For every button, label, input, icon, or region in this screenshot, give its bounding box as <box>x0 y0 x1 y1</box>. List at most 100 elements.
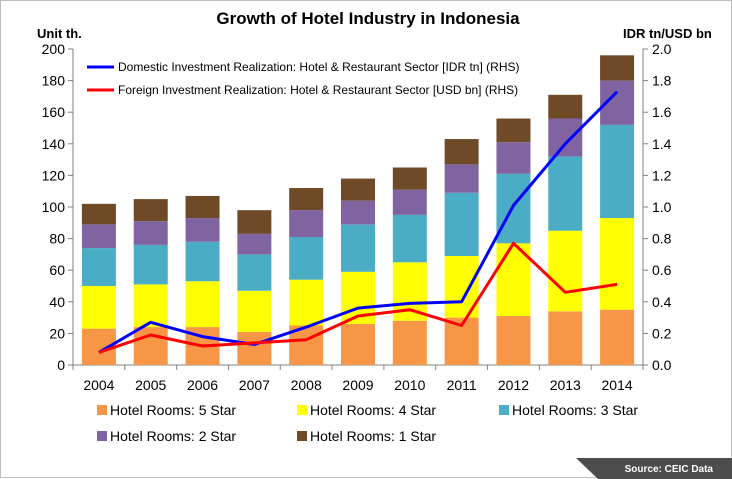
bar-segment <box>237 331 272 365</box>
left-tick-label: 200 <box>42 41 66 57</box>
bar-segment <box>185 241 220 282</box>
bar-segment <box>341 224 375 272</box>
bar-segment <box>600 218 635 310</box>
right-tick-label: 1.8 <box>652 73 672 89</box>
chart-title: Growth of Hotel Industry in Indonesia <box>216 9 520 28</box>
legend-line-label: Foreign Investment Realization: Hotel & … <box>118 83 518 97</box>
bar-segment <box>600 309 635 365</box>
plot-area: 0 20 40 60 80 100 120 140 160 180 200 0.0 0.2 0.4 0.6 0… <box>42 41 672 393</box>
bar-segment <box>496 142 531 174</box>
bar-segment <box>341 323 375 365</box>
bar-segment <box>185 281 220 328</box>
left-tick-label: 60 <box>49 262 65 278</box>
bar-segment <box>237 233 272 255</box>
bar-segment <box>133 221 168 245</box>
source-label: Source: CEIC Data <box>625 464 714 475</box>
x-tick-label: 2011 <box>447 377 477 393</box>
left-tick-label: 80 <box>49 231 65 247</box>
legend-bar-label: Hotel Rooms: 5 Star <box>110 402 236 418</box>
bar-segment <box>600 55 635 81</box>
bar-segment <box>289 210 324 238</box>
bar-segment <box>341 200 375 225</box>
bar-segment <box>289 237 324 280</box>
x-tick-label: 2014 <box>602 377 633 393</box>
series-line <box>98 241 618 354</box>
right-tick-label: 1.6 <box>652 104 672 120</box>
bar-segment <box>444 139 479 165</box>
right-axis-unit: IDR tn/USD bn <box>623 26 712 41</box>
legend-bar-swatch <box>297 405 307 415</box>
bar-segment <box>237 210 272 234</box>
bar-segment <box>392 167 427 190</box>
right-tick-label: 0.6 <box>652 262 672 278</box>
bar-segment <box>496 316 531 365</box>
x-tick-label: 2005 <box>135 377 166 393</box>
right-tick-label: 1.0 <box>652 199 672 215</box>
x-tick-label: 2013 <box>550 377 581 393</box>
legend-line-label: Domestic Investment Realization: Hotel &… <box>118 60 519 74</box>
bar-segment <box>133 199 168 222</box>
left-tick-label: 100 <box>42 199 66 215</box>
right-tick-label: 0.2 <box>652 325 672 341</box>
bar-segment <box>341 178 375 201</box>
x-tick-label: 2010 <box>394 377 425 393</box>
source-band: Source: CEIC Data <box>576 458 732 479</box>
left-tick-label: 160 <box>42 104 66 120</box>
bar-segment <box>548 118 583 157</box>
right-tick-label: 1.2 <box>652 167 672 183</box>
x-tick-label: 2004 <box>83 377 114 393</box>
legend-bar-label: Hotel Rooms: 1 Star <box>310 428 436 444</box>
bar-segment <box>133 284 168 328</box>
left-tick-label: 180 <box>42 73 66 89</box>
legend-bar-label: Hotel Rooms: 3 Star <box>512 402 638 418</box>
x-tick-label: 2008 <box>291 377 322 393</box>
bar-segment <box>392 320 427 365</box>
legend-bar-swatch <box>499 405 509 415</box>
bar-segment <box>185 195 220 219</box>
legend-bar-swatch <box>297 431 307 441</box>
x-tick-label: 2009 <box>342 377 373 393</box>
bar-segment <box>444 192 479 256</box>
bar-segment <box>496 118 531 143</box>
legend-bar-swatch <box>97 405 107 415</box>
bar-segment <box>81 224 116 249</box>
left-tick-label: 0 <box>57 357 65 373</box>
right-tick-label: 2.0 <box>652 41 672 57</box>
bar-segment <box>237 290 272 332</box>
legend: Domestic Investment Realization: Hotel &… <box>87 60 638 444</box>
right-tick-label: 0.0 <box>652 357 672 373</box>
legend-bar-label: Hotel Rooms: 2 Star <box>110 428 236 444</box>
bar-segment <box>548 311 583 365</box>
bar-segment <box>185 218 220 242</box>
right-tick-label: 1.4 <box>652 136 672 152</box>
bar-segment <box>133 244 168 285</box>
bar-segment <box>444 164 479 193</box>
x-tick-label: 2006 <box>187 377 218 393</box>
bar-segment <box>81 286 116 329</box>
bar-segment <box>289 188 324 211</box>
bar-segment <box>81 203 116 225</box>
bar-segment <box>548 94 583 119</box>
left-tick-label: 140 <box>42 136 66 152</box>
right-tick-label: 0.8 <box>652 231 672 247</box>
left-tick-label: 120 <box>42 167 66 183</box>
x-tick-label: 2007 <box>239 377 270 393</box>
bar-segment <box>548 156 583 231</box>
series-line <box>98 90 619 354</box>
bar-segment <box>392 214 427 263</box>
x-tick-label: 2012 <box>498 377 529 393</box>
bar-segment <box>289 279 324 326</box>
source-band-shape <box>576 458 732 479</box>
bar-segment <box>548 230 583 312</box>
legend-bar-label: Hotel Rooms: 4 Star <box>310 402 436 418</box>
left-axis-unit: Unit th. <box>37 26 82 41</box>
bar-segment <box>133 327 168 365</box>
right-tick-label: 0.4 <box>652 294 672 310</box>
left-tick-label: 40 <box>49 294 65 310</box>
left-tick-label: 20 <box>49 325 65 341</box>
bar-segment <box>237 254 272 291</box>
bar-segment <box>392 189 427 215</box>
bar-segment <box>600 124 635 219</box>
